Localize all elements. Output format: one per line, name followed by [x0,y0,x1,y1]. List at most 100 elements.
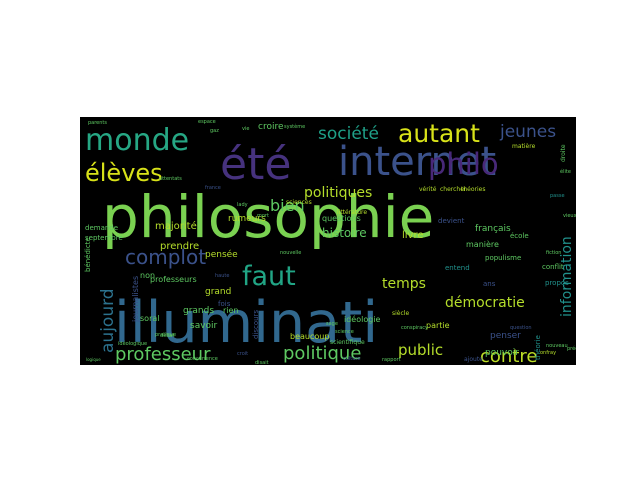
cloud-word: haute [215,273,229,279]
cloud-word: onfray [540,350,556,356]
cloud-word: france [205,185,221,191]
cloud-word: attentats [159,176,182,182]
cloud-word: rien [223,306,239,315]
cloud-word: système [284,123,305,130]
cloud-word: aujourd [98,288,118,353]
cloud-word: autant [398,119,480,148]
cloud-word: croit [237,351,248,357]
cloud-word: internet [338,139,496,185]
cloud-word: idéologie [344,314,381,324]
cloud-word: culture [343,356,360,362]
cloud-word: disait [255,360,269,365]
cloud-word: vérité [419,186,437,193]
cloud-word: livre [402,230,424,241]
cloud-word: savoir [190,321,218,331]
cloud-word: public [398,341,443,359]
cloud-word: théorie [534,335,542,360]
cloud-word: scientifique [330,339,365,346]
cloud-word: politique [283,343,361,364]
cloud-word: pouvoir [485,348,519,358]
cloud-word: bien [270,196,305,215]
cloud-word: histoire [322,226,367,240]
cloud-word: soral [140,314,159,323]
cloud-word: philosophie [102,183,434,251]
cloud-word: philo [428,147,499,181]
cloud-word: siècle [392,310,409,317]
cloud-word: démocratie [445,295,525,311]
cloud-word: journalistes [131,276,140,323]
cloud-word: société [318,124,379,144]
cloud-word: entend [445,264,470,272]
cloud-word: mort [257,213,269,219]
cloud-word: lady [237,202,248,208]
cloud-word: ans [483,280,496,288]
cloud-word: rumeurs [228,214,266,224]
cloud-word: débat [160,332,174,339]
cloud-word: faut [242,261,296,292]
cloud-word: science [335,329,354,335]
cloud-word: gaz [210,128,219,134]
cloud-word: penser [490,331,521,341]
cloud-word: professeurs [150,275,197,284]
cloud-word: espace [198,119,216,125]
word-cloud-canvas: philosophie illuminati internet été monde phi… [84,119,576,365]
cloud-word: précise [567,345,576,352]
cloud-word: question [510,325,532,331]
cloud-word: sciences [286,199,312,206]
cloud-word: monde [85,123,189,158]
cloud-word: idéologique [118,340,147,347]
cloud-word: élèves [85,159,163,187]
cloud-word: vie [242,126,249,132]
cloud-word: prendre [160,241,199,252]
cloud-word: français [475,224,511,234]
cloud-word: complot [125,245,206,269]
cloud-word: temps [382,276,426,292]
cloud-word: grands [183,306,214,316]
cloud-word: chercher [440,186,467,193]
cloud-word: devient [438,217,465,225]
cloud-word: questions [322,214,361,223]
cloud-word: populisme [485,254,521,262]
cloud-word: rapport [382,357,401,363]
cloud-word: beaucoup [290,332,329,341]
cloud-word: sage [326,321,338,327]
cloud-word: pensée [205,249,238,260]
cloud-word: été [220,139,291,190]
cloud-word: politiques [304,185,372,201]
cloud-word: discours [252,310,260,339]
cloud-word: pratique [155,332,176,338]
cloud-word: majorité [155,220,197,232]
cloud-word: nouveau [546,343,568,349]
cloud-word: grand [205,287,231,297]
cloud-word: parents [88,120,107,126]
cloud-word: théories [461,186,485,193]
cloud-word: concurrence [187,356,218,362]
cloud-word: demande [85,224,118,232]
cloud-word: élite [560,168,571,175]
cloud-word: école [510,232,529,240]
cloud-word: non [140,271,155,280]
cloud-word: croire [258,122,284,132]
cloud-word: information [559,236,575,317]
cloud-word: matière [512,143,536,150]
cloud-word: fois [218,300,231,308]
cloud-word: fiction [546,250,561,256]
cloud-word: logique [86,357,101,362]
cloud-word: droite [560,144,567,162]
cloud-word: vieux [563,213,576,219]
cloud-word: conspiracy [401,325,428,331]
cloud-word: passe [550,193,565,199]
cloud-word: ajoute [464,356,483,363]
cloud-word: bénédicte [84,237,92,272]
cloud-word: professeur [115,344,211,365]
word-cloud: philosophie illuminati internet été monde phi… [80,117,576,365]
cloud-word: littérature [337,209,367,216]
cloud-word: propos [545,279,569,287]
cloud-word: jeunes [499,122,556,142]
cloud-word: manière [466,239,499,249]
cloud-word: contre [480,346,537,365]
cloud-word: partie [426,321,450,330]
cloud-word: septembre [85,234,123,242]
cloud-word: nouvelle [280,250,301,256]
cloud-word: illuminati [114,290,378,356]
